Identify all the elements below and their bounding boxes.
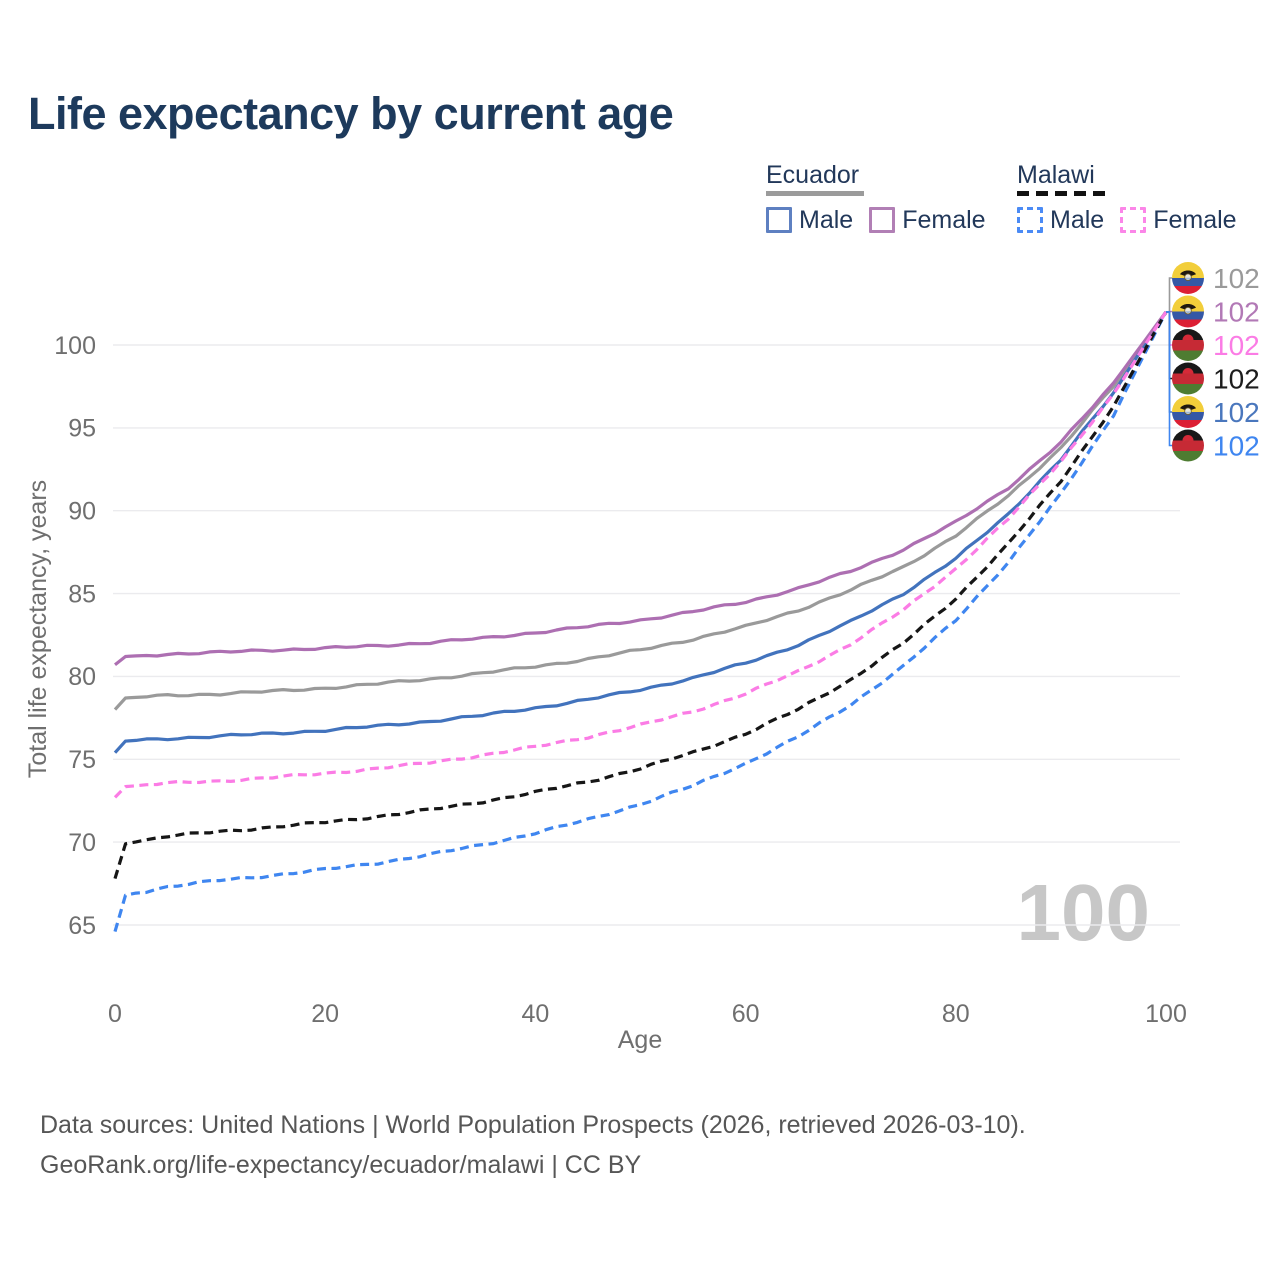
legend-label: Male: [799, 206, 854, 234]
x-tick-label: 20: [311, 1000, 339, 1028]
y-tick-label: 65: [68, 912, 96, 940]
end-value-label: 102: [1213, 263, 1260, 294]
series-line-malawi-all: [113, 311, 1168, 880]
page-title: Life expectancy by current age: [28, 88, 674, 139]
end-value-label: 102: [1213, 296, 1260, 327]
malawi-line-style-swatch: [1017, 191, 1107, 196]
footer-attribution[interactable]: GeoRank.org/life-expectancy/ecuador/mala…: [40, 1151, 642, 1179]
y-tick-label: 70: [68, 829, 96, 857]
legend-label: Male: [1050, 206, 1105, 234]
ecuador-flag-icon: [1172, 262, 1204, 294]
y-tick-label: 85: [68, 580, 96, 608]
y-tick-label: 90: [68, 497, 96, 525]
legend-item-ecuador-female[interactable]: Female: [869, 206, 986, 234]
ecuador-line-style-swatch: [766, 191, 864, 196]
x-axis-title: Age: [618, 1026, 662, 1054]
ecuador-female-swatch-icon: [869, 207, 896, 233]
footer: Data sources: United Nations | World Pop…: [40, 1105, 1026, 1185]
ecuador-male-swatch-icon: [766, 207, 792, 233]
end-value-label: 102: [1213, 430, 1260, 461]
legend-item-malawi-male[interactable]: Male: [1017, 207, 1104, 233]
end-value-label: 102: [1213, 363, 1260, 394]
legend-group-ecuador: Ecuador Male Female: [766, 161, 986, 233]
footer-data-sources: Data sources: United Nations | World Pop…: [40, 1111, 1026, 1139]
x-tick-label: 80: [942, 1000, 970, 1028]
series-line-malawi-male: [113, 311, 1168, 933]
malawi-female-swatch-icon: [1120, 207, 1147, 233]
y-tick-label: 100: [54, 332, 96, 360]
malawi-flag-icon: [1172, 329, 1204, 361]
series-line-ecuador-female: [114, 310, 1168, 667]
age-watermark: 100: [1016, 868, 1150, 957]
legend-group-malawi: Malawi Male Female: [1017, 161, 1237, 233]
series-line-ecuador-all: [113, 310, 1168, 711]
legend-country-ecuador[interactable]: Ecuador: [766, 161, 860, 189]
x-tick-label: 100: [1145, 1000, 1187, 1028]
malawi-flag-icon: [1172, 430, 1204, 462]
x-tick-label: 60: [732, 1000, 760, 1028]
malawi-flag-icon: [1172, 363, 1204, 395]
end-label-connector: [1166, 277, 1172, 313]
end-value-label: 102: [1213, 397, 1260, 428]
legend-item-ecuador-male[interactable]: Male: [766, 207, 853, 233]
y-tick-label: 95: [68, 415, 96, 443]
end-value-label: 102: [1213, 330, 1260, 361]
legend-label: Female: [902, 206, 986, 234]
y-tick-label: 80: [68, 663, 96, 691]
malawi-male-swatch-icon: [1017, 207, 1043, 233]
series-line-ecuador-male: [113, 311, 1168, 754]
legend-country-malawi[interactable]: Malawi: [1017, 161, 1095, 189]
ecuador-flag-icon: [1172, 396, 1204, 428]
ecuador-flag-icon: [1172, 296, 1204, 328]
legend-item-malawi-female[interactable]: Female: [1120, 206, 1237, 234]
series-line-malawi-female: [113, 311, 1168, 799]
x-tick-label: 0: [108, 1000, 122, 1028]
end-label-connector: [1166, 311, 1172, 447]
x-tick-label: 40: [521, 1000, 549, 1028]
legend-label: Female: [1153, 206, 1237, 234]
y-axis-title: Total life expectancy, years: [24, 480, 52, 778]
y-tick-label: 75: [68, 746, 96, 774]
